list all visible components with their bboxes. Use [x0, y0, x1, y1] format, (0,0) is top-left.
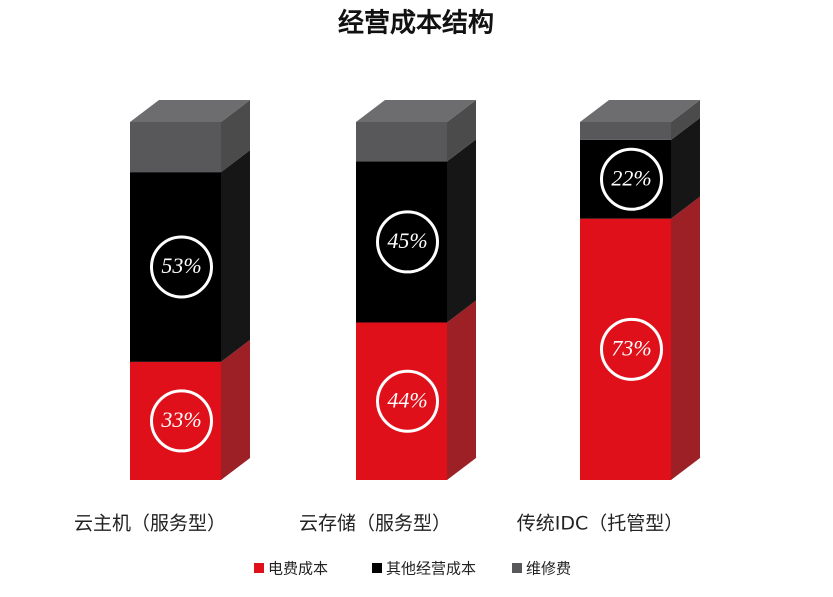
bar-side [447, 300, 476, 480]
bar-side [447, 100, 476, 162]
bar-top [580, 100, 700, 122]
bar-segment [356, 122, 447, 162]
legend-label: 电费成本 [268, 560, 328, 578]
bar-segment [130, 172, 221, 362]
value-label-ring [150, 389, 213, 453]
value-label-ring [376, 210, 439, 274]
bar-segment [130, 361, 221, 480]
bar-side [221, 150, 250, 362]
legend-swatch [254, 563, 264, 573]
legend-label: 维修费 [526, 560, 571, 578]
bar-side [221, 339, 250, 480]
bar-segment [356, 161, 447, 323]
value-label: 44% [387, 387, 427, 412]
bar-side [671, 196, 700, 480]
bar-segment [580, 218, 671, 480]
x-tick-label: 传统IDC（托管型） [517, 513, 684, 535]
value-label-ring [600, 317, 663, 381]
value-label: 53% [161, 253, 201, 278]
bar-side [671, 117, 700, 219]
value-label-ring [376, 369, 439, 433]
value-label: 33% [160, 407, 201, 432]
value-label-ring [150, 235, 213, 299]
x-tick-label: 云存储（服务型） [299, 513, 451, 535]
legend-swatch [372, 563, 382, 573]
bar-segment [580, 122, 671, 140]
value-label: 22% [611, 165, 651, 190]
bar-segment [130, 122, 221, 173]
bar-side [671, 100, 700, 140]
value-label-ring [600, 147, 663, 211]
bar-top [130, 100, 250, 122]
bar-side [221, 100, 250, 173]
chart-title: 经营成本结构 [338, 8, 494, 39]
bar-segment [356, 322, 447, 480]
bar-top [356, 100, 476, 122]
legend-swatch [512, 563, 522, 573]
legend-label: 其他经营成本 [386, 560, 476, 578]
bar-side [447, 139, 476, 323]
value-label: 45% [387, 228, 427, 253]
bar-segment [580, 139, 671, 219]
x-tick-label: 云主机（服务型） [74, 513, 226, 535]
value-label: 73% [611, 335, 651, 360]
